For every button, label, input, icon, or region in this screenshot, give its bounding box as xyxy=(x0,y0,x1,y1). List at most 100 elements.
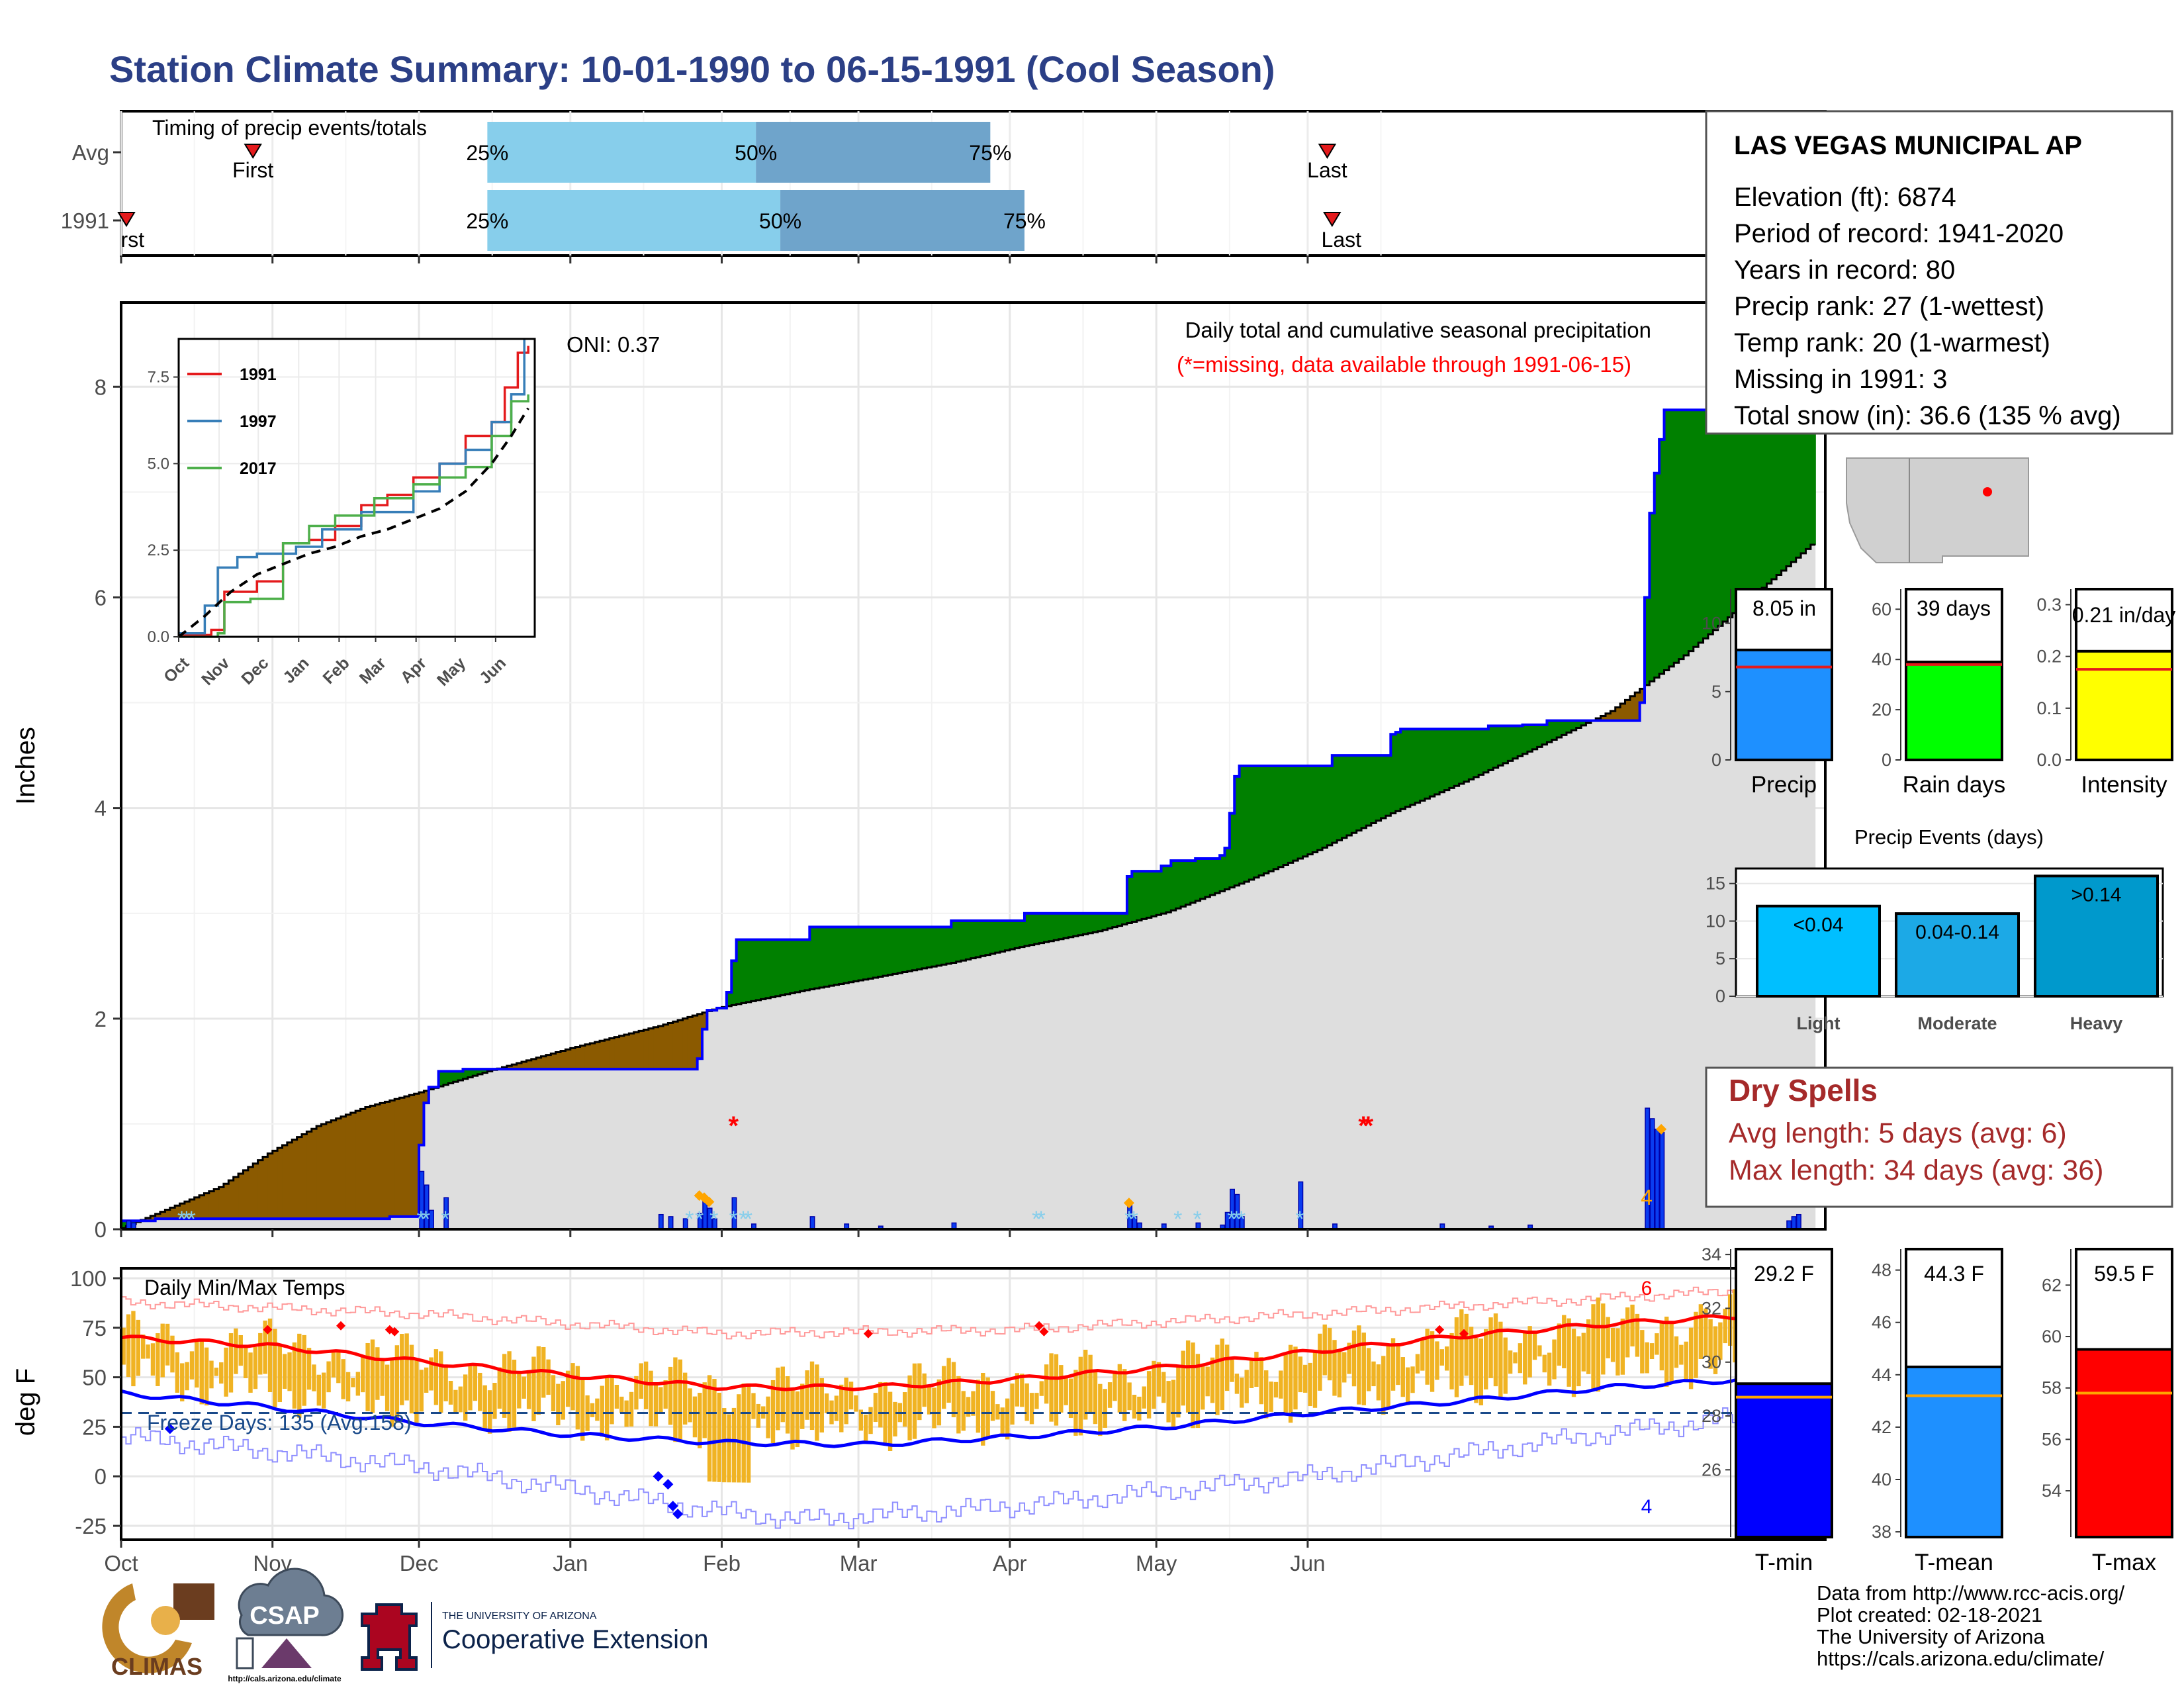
above-normal-fill xyxy=(1488,726,1494,771)
inset-y-tick-label: 5.0 xyxy=(148,455,169,473)
below-normal-fill xyxy=(653,1027,659,1070)
above-normal-fill xyxy=(873,927,879,978)
daily-temp-bar xyxy=(741,1383,746,1483)
daily-temp-bar xyxy=(121,1327,126,1365)
daily-temp-bar xyxy=(1322,1324,1327,1376)
above-normal-fill xyxy=(1132,871,1138,922)
daily-temp-bar xyxy=(1718,1322,1723,1360)
daily-temp-bar xyxy=(195,1340,199,1388)
below-normal-fill xyxy=(267,1153,273,1219)
above-normal-fill xyxy=(1288,766,1294,863)
daily-temp-bar xyxy=(404,1333,409,1401)
daily-temp-bar xyxy=(1264,1370,1269,1419)
climas-logo: CLIMAS xyxy=(102,1583,214,1680)
above-normal-fill xyxy=(897,927,903,973)
daily-temp-bar xyxy=(1591,1304,1596,1389)
daily-temp-bar xyxy=(224,1347,228,1397)
below-normal-fill xyxy=(272,1150,278,1219)
daily-temp-bar xyxy=(1303,1364,1308,1393)
above-normal-fill xyxy=(1645,597,1650,685)
snow-marker: * xyxy=(416,1207,425,1232)
timing-row-label: Avg xyxy=(72,140,109,165)
above-normal-fill xyxy=(931,927,937,967)
daily-temp-bar xyxy=(565,1370,570,1407)
above-normal-fill xyxy=(902,927,908,972)
daily-temp-bar xyxy=(1479,1338,1484,1405)
observed-cumulative-line xyxy=(121,380,1816,1223)
daily-temp-bar xyxy=(1020,1374,1024,1407)
daily-temp-bar xyxy=(971,1391,976,1416)
footer-source: Data from http://www.rcc-acis.org/ xyxy=(1817,1581,2125,1605)
below-normal-fill xyxy=(326,1122,332,1219)
daily-temp-bar xyxy=(698,1393,702,1448)
above-normal-fill xyxy=(1161,866,1167,914)
daily-temp-bar xyxy=(478,1372,482,1411)
page-title: Station Climate Summary: 10-01-1990 to 0… xyxy=(109,48,1275,90)
above-normal-fill xyxy=(829,927,835,986)
daily-temp-bar xyxy=(1161,1372,1166,1403)
below-normal-fill xyxy=(643,1029,649,1070)
below-normal-fill xyxy=(623,1034,629,1070)
daily-temp-bar xyxy=(1049,1353,1054,1422)
daily-precip-bar xyxy=(658,1213,664,1230)
above-normal-fill xyxy=(1390,734,1396,814)
daily-temp-bar xyxy=(1142,1386,1146,1409)
daily-temp-bar xyxy=(345,1372,351,1402)
temp-value-label: 29.2 F xyxy=(1754,1262,1814,1286)
above-normal-fill xyxy=(1561,720,1567,735)
above-normal-fill xyxy=(1342,755,1347,838)
timing-late-bar xyxy=(780,190,1024,251)
daily-temp-bar xyxy=(575,1366,580,1430)
summary-y-tick-label: 0 xyxy=(1882,750,1891,770)
timing-p75-label: 75% xyxy=(969,141,1011,165)
below-normal-fill xyxy=(345,1114,351,1219)
above-normal-fill xyxy=(1703,410,1709,639)
above-normal-fill xyxy=(1278,766,1284,867)
temp-bar-tick-label: 26 xyxy=(1702,1460,1721,1479)
daily-temp-bar xyxy=(878,1382,883,1428)
above-normal-fill xyxy=(819,927,825,988)
below-normal-fill xyxy=(380,1103,386,1219)
summary-y-tick-label: 0 xyxy=(1711,750,1721,770)
below-normal-fill xyxy=(194,1197,200,1219)
snow-marker: * xyxy=(1130,1207,1138,1232)
record-min-marker xyxy=(653,1471,664,1482)
daily-temp-bar xyxy=(1435,1341,1439,1380)
above-normal-fill xyxy=(780,939,786,996)
daily-temp-bar xyxy=(1107,1382,1113,1408)
event-bar xyxy=(1756,904,1881,998)
daily-temp-bar xyxy=(1586,1319,1591,1374)
daily-temp-bar xyxy=(731,1407,737,1483)
above-normal-fill xyxy=(1449,729,1455,788)
daily-temp-bar xyxy=(688,1388,692,1423)
inset-legend-label: 2017 xyxy=(240,459,277,478)
above-normal-fill xyxy=(1142,871,1148,919)
daily-temp-bar xyxy=(219,1362,224,1384)
csap-logo: CSAP http://cals.arizona.edu/climate xyxy=(228,1568,344,1683)
below-normal-fill xyxy=(594,1042,600,1070)
above-normal-fill xyxy=(1205,859,1210,898)
above-normal-fill xyxy=(1171,861,1177,911)
temp-y-tick-label: 0 xyxy=(95,1464,107,1489)
daily-temp-bar xyxy=(126,1314,131,1378)
daily-temp-bar xyxy=(370,1339,375,1413)
daily-temp-bar xyxy=(981,1372,985,1446)
daily-temp-bar xyxy=(355,1372,361,1396)
timing-p25-label: 25% xyxy=(466,209,508,233)
csap-text: CSAP xyxy=(250,1602,320,1630)
below-normal-fill xyxy=(658,1025,664,1070)
daily-temp-bar xyxy=(936,1379,942,1426)
y-tick-label: 6 xyxy=(95,585,107,610)
daily-temp-bar xyxy=(1386,1343,1390,1409)
daily-temp-bar xyxy=(170,1335,175,1373)
daily-temp-bar xyxy=(1655,1333,1659,1355)
above-normal-fill xyxy=(1029,913,1035,945)
missing-marker: * xyxy=(1363,1111,1374,1141)
below-normal-fill xyxy=(584,1044,590,1070)
last-event-marker xyxy=(1318,144,1337,159)
above-normal-fill xyxy=(1097,913,1103,931)
below-normal-fill xyxy=(692,1015,698,1070)
avg-min-line xyxy=(120,1374,1811,1448)
precip-corner-count: 4 xyxy=(1641,1186,1653,1209)
daily-temp-bar xyxy=(1240,1378,1244,1408)
